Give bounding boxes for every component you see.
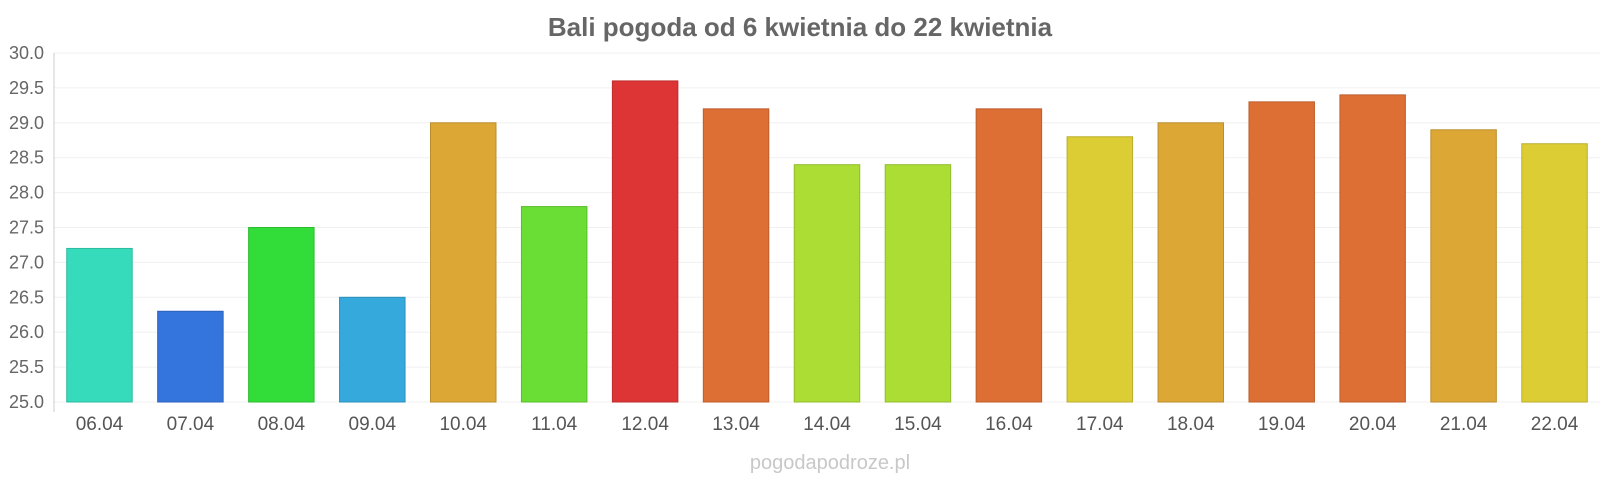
- bar-19.04: [1248, 101, 1315, 403]
- y-tick-label: 29.5: [9, 78, 44, 98]
- bar-09.04: [339, 296, 406, 403]
- bar-13.04: [702, 108, 770, 403]
- y-tick-label: 27.0: [9, 252, 44, 272]
- x-tick-label: 16.04: [985, 414, 1033, 435]
- y-axis: 25.0 25.5 26.0 26.5 27.0 27.5 28.0 28.5 29.0 29.5…: [9, 43, 55, 412]
- x-tick-label: 17.04: [1076, 414, 1124, 435]
- x-tick-label: 08.04: [258, 414, 306, 435]
- y-tick-label: 27.5: [9, 218, 44, 238]
- x-tick-label: 19.04: [1258, 414, 1306, 435]
- bar-08.04: [248, 227, 315, 403]
- x-tick-label: 07.04: [167, 414, 215, 435]
- bar-10.04: [430, 122, 497, 403]
- bar-22.04: [1521, 143, 1588, 403]
- y-tick-label: 30.0: [9, 43, 44, 63]
- bar-16.04: [975, 108, 1043, 403]
- x-tick-label: 15.04: [894, 414, 942, 435]
- x-tick-label: 13.04: [712, 414, 760, 435]
- y-tick-label: 28.0: [9, 183, 44, 203]
- bar-15.04: [884, 164, 952, 403]
- x-tick-label: 10.04: [439, 414, 487, 435]
- x-tick-label: 11.04: [531, 414, 578, 435]
- bar-06.04: [66, 247, 133, 403]
- x-tick-label: 14.04: [803, 414, 851, 435]
- bar-21.04: [1430, 129, 1497, 403]
- y-tick-label: 25.5: [9, 357, 44, 377]
- y-tick-label: 26.5: [9, 287, 44, 307]
- x-tick-label: 18.04: [1167, 414, 1215, 435]
- y-tick-label: 29.0: [9, 113, 44, 133]
- bar-17.04: [1066, 136, 1134, 403]
- bar-20.04: [1339, 94, 1406, 403]
- x-tick-label: 20.04: [1349, 414, 1397, 435]
- x-tick-label: 09.04: [349, 414, 397, 435]
- y-tick-label: 28.5: [9, 148, 44, 168]
- x-tick-label: 06.04: [76, 414, 124, 435]
- bar-12.04: [611, 80, 679, 403]
- y-tick-label: 25.0: [9, 392, 44, 412]
- bar-14.04: [793, 164, 861, 403]
- x-tick-label: 21.04: [1440, 414, 1488, 435]
- watermark-text: pogodapodroze.pl: [750, 452, 910, 474]
- bar-11.04: [520, 206, 588, 403]
- x-axis: 06.04 07.04 08.04 09.04 10.04 11.04 12.04 13.04…: [76, 414, 1579, 435]
- bars: [66, 80, 1588, 403]
- bar-07.04: [157, 310, 224, 403]
- bar-18.04: [1157, 122, 1225, 403]
- x-tick-label: 22.04: [1531, 414, 1579, 435]
- y-tick-label: 26.0: [9, 322, 44, 342]
- x-tick-label: 12.04: [621, 414, 669, 435]
- chart-title: Bali pogoda od 6 kwietnia do 22 kwietnia: [548, 12, 1053, 42]
